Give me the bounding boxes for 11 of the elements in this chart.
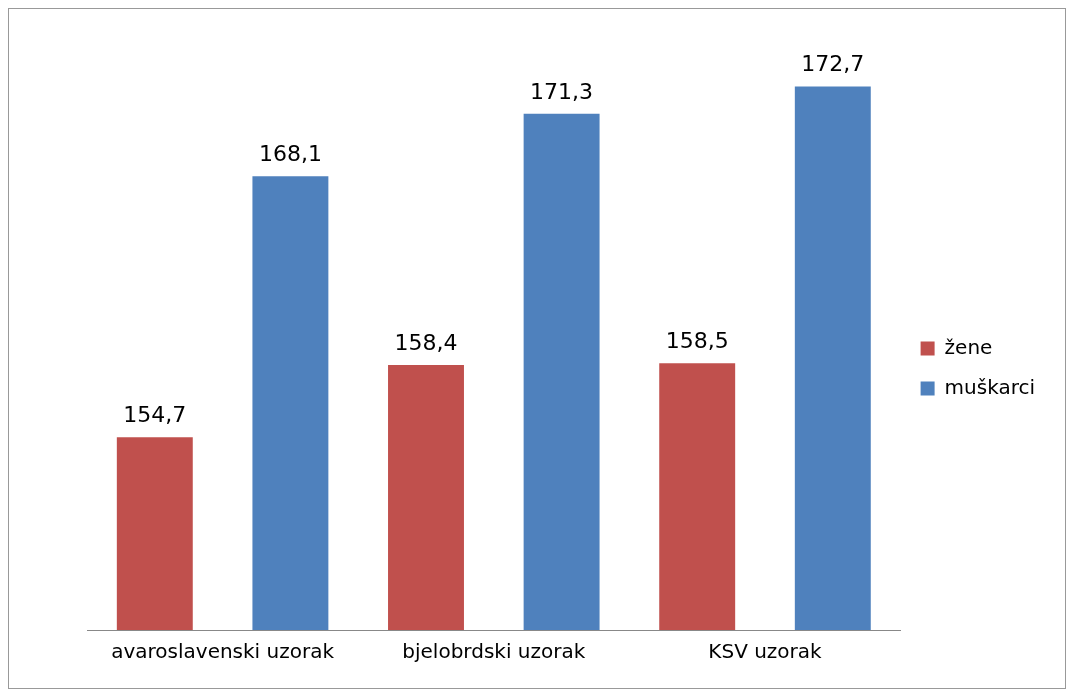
x-tick-label: avaroslavenski uzorak	[111, 639, 335, 664]
legend-label: muškarci	[944, 374, 1036, 399]
legend-label: žene	[944, 334, 993, 359]
data-label: 168,1	[258, 140, 322, 166]
x-tick-label: bjelobrdski uzorak	[402, 639, 586, 664]
data-label: 154,7	[123, 401, 187, 427]
x-tick-label: KSV uzorak	[708, 639, 823, 664]
data-label: 158,5	[665, 327, 729, 353]
data-label: 158,4	[394, 329, 458, 355]
data-label: 172,7	[801, 51, 865, 77]
data-label: 171,3	[530, 78, 594, 104]
